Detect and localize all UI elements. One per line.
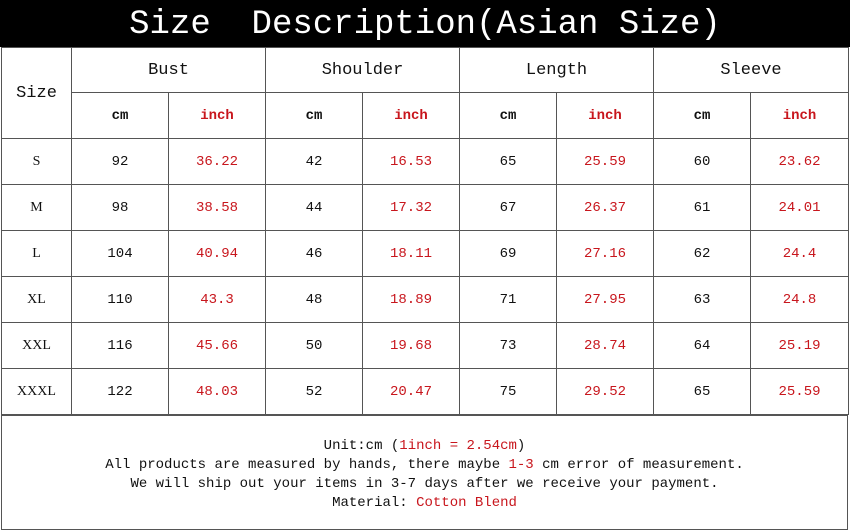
cm-value-cell: 75	[459, 368, 557, 415]
cm-value-cell: 52	[265, 368, 363, 415]
page-title: Size Description(Asian Size)	[0, 0, 850, 47]
measure-prefix: All products are measured by hands, ther…	[105, 457, 509, 473]
measure-error: 1-3	[508, 457, 534, 473]
unit-inch: inch	[362, 92, 460, 139]
group-header-length: Length	[459, 47, 654, 93]
cm-value-cell: 64	[653, 322, 751, 369]
header-row-units: cm inch cm inch cm inch cm inch	[2, 92, 849, 139]
size-cell: S	[1, 138, 72, 185]
inch-value-cell: 17.32	[362, 184, 460, 231]
material-value: Cotton Blend	[416, 495, 517, 511]
size-cell: L	[1, 230, 72, 277]
material-note: Material: Cotton Blend	[2, 494, 847, 513]
inch-value-cell: 38.58	[168, 184, 266, 231]
cm-value-cell: 62	[653, 230, 751, 277]
unit-cm: cm	[653, 92, 751, 139]
inch-value-cell: 23.62	[750, 138, 849, 185]
size-cell: M	[1, 184, 72, 231]
size-cell: XXL	[1, 322, 72, 369]
table-row: XXL 116 45.66 50 19.68 73 28.74 64 25.19	[1, 322, 849, 369]
unit-cm: cm	[71, 92, 169, 139]
cm-value-cell: 48	[265, 276, 363, 323]
inch-value-cell: 28.74	[556, 322, 654, 369]
cm-value-cell: 69	[459, 230, 557, 277]
cm-value-cell: 104	[71, 230, 169, 277]
inch-value-cell: 19.68	[362, 322, 460, 369]
unit-suffix: )	[516, 438, 526, 454]
unit-inch: inch	[168, 92, 266, 139]
cm-value-cell: 122	[71, 368, 169, 415]
cm-value-cell: 44	[265, 184, 363, 231]
cm-value-cell: 71	[459, 276, 557, 323]
size-cell: XXXL	[1, 368, 72, 415]
cm-value-cell: 65	[653, 368, 751, 415]
cm-value-cell: 116	[71, 322, 169, 369]
cm-value-cell: 73	[459, 322, 557, 369]
shipping-note: We will ship out your items in 3-7 days …	[130, 476, 719, 492]
inch-value-cell: 25.59	[556, 138, 654, 185]
cm-value-cell: 92	[71, 138, 169, 185]
inch-value-cell: 36.22	[168, 138, 266, 185]
inch-value-cell: 29.52	[556, 368, 654, 415]
size-table: Size Bust Shoulder Length Sleeve cm inch…	[1, 47, 849, 415]
inch-value-cell: 45.66	[168, 322, 266, 369]
table-row: L 104 40.94 46 18.11 69 27.16 62 24.4	[1, 230, 849, 277]
unit-inch: inch	[556, 92, 654, 139]
cm-value-cell: 46	[265, 230, 363, 277]
group-header-bust: Bust	[71, 47, 266, 93]
inch-value-cell: 25.59	[750, 368, 849, 415]
inch-value-cell: 26.37	[556, 184, 654, 231]
unit-cm: cm	[265, 92, 363, 139]
unit-note: Unit:cm (1inch = 2.54cm)	[2, 437, 847, 456]
inch-value-cell: 40.94	[168, 230, 266, 277]
group-header-shoulder: Shoulder	[265, 47, 460, 93]
cm-value-cell: 65	[459, 138, 557, 185]
inch-value-cell: 27.95	[556, 276, 654, 323]
cm-value-cell: 67	[459, 184, 557, 231]
header-row-groups: Size Bust Shoulder Length Sleeve	[1, 47, 849, 139]
inch-value-cell: 18.11	[362, 230, 460, 277]
inch-value-cell: 25.19	[750, 322, 849, 369]
table-row: XL 110 43.3 48 18.89 71 27.95 63 24.8	[1, 276, 849, 323]
unit-conversion: 1inch = 2.54cm	[399, 438, 517, 454]
cm-value-cell: 50	[265, 322, 363, 369]
size-cell: XL	[1, 276, 72, 323]
cm-value-cell: 42	[265, 138, 363, 185]
inch-value-cell: 24.8	[750, 276, 849, 323]
material-label: Material:	[332, 495, 417, 511]
cm-value-cell: 110	[71, 276, 169, 323]
inch-value-cell: 24.4	[750, 230, 849, 277]
measurement-note: All products are measured by hands, ther…	[2, 456, 847, 475]
cm-value-cell: 98	[71, 184, 169, 231]
inch-value-cell: 43.3	[168, 276, 266, 323]
inch-value-cell: 24.01	[750, 184, 849, 231]
group-header-sleeve: Sleeve	[653, 47, 849, 93]
cm-value-cell: 60	[653, 138, 751, 185]
cm-value-cell: 61	[653, 184, 751, 231]
size-header: Size	[1, 47, 72, 139]
cm-value-cell: 63	[653, 276, 751, 323]
unit-inch: inch	[750, 92, 849, 139]
inch-value-cell: 48.03	[168, 368, 266, 415]
unit-cm: cm	[459, 92, 557, 139]
table-row: S 92 36.22 42 16.53 65 25.59 60 23.62	[1, 138, 849, 185]
table-row: XXXL 122 48.03 52 20.47 75 29.52 65 25.59	[1, 368, 849, 415]
inch-value-cell: 18.89	[362, 276, 460, 323]
inch-value-cell: 27.16	[556, 230, 654, 277]
inch-value-cell: 16.53	[362, 138, 460, 185]
footer-notes: Unit:cm (1inch = 2.54cm) All products ar…	[1, 414, 848, 530]
unit-prefix: Unit:cm (	[323, 438, 400, 454]
measure-suffix: cm error of measurement.	[533, 457, 744, 473]
table-row: M 98 38.58 44 17.32 67 26.37 61 24.01	[1, 184, 849, 231]
inch-value-cell: 20.47	[362, 368, 460, 415]
